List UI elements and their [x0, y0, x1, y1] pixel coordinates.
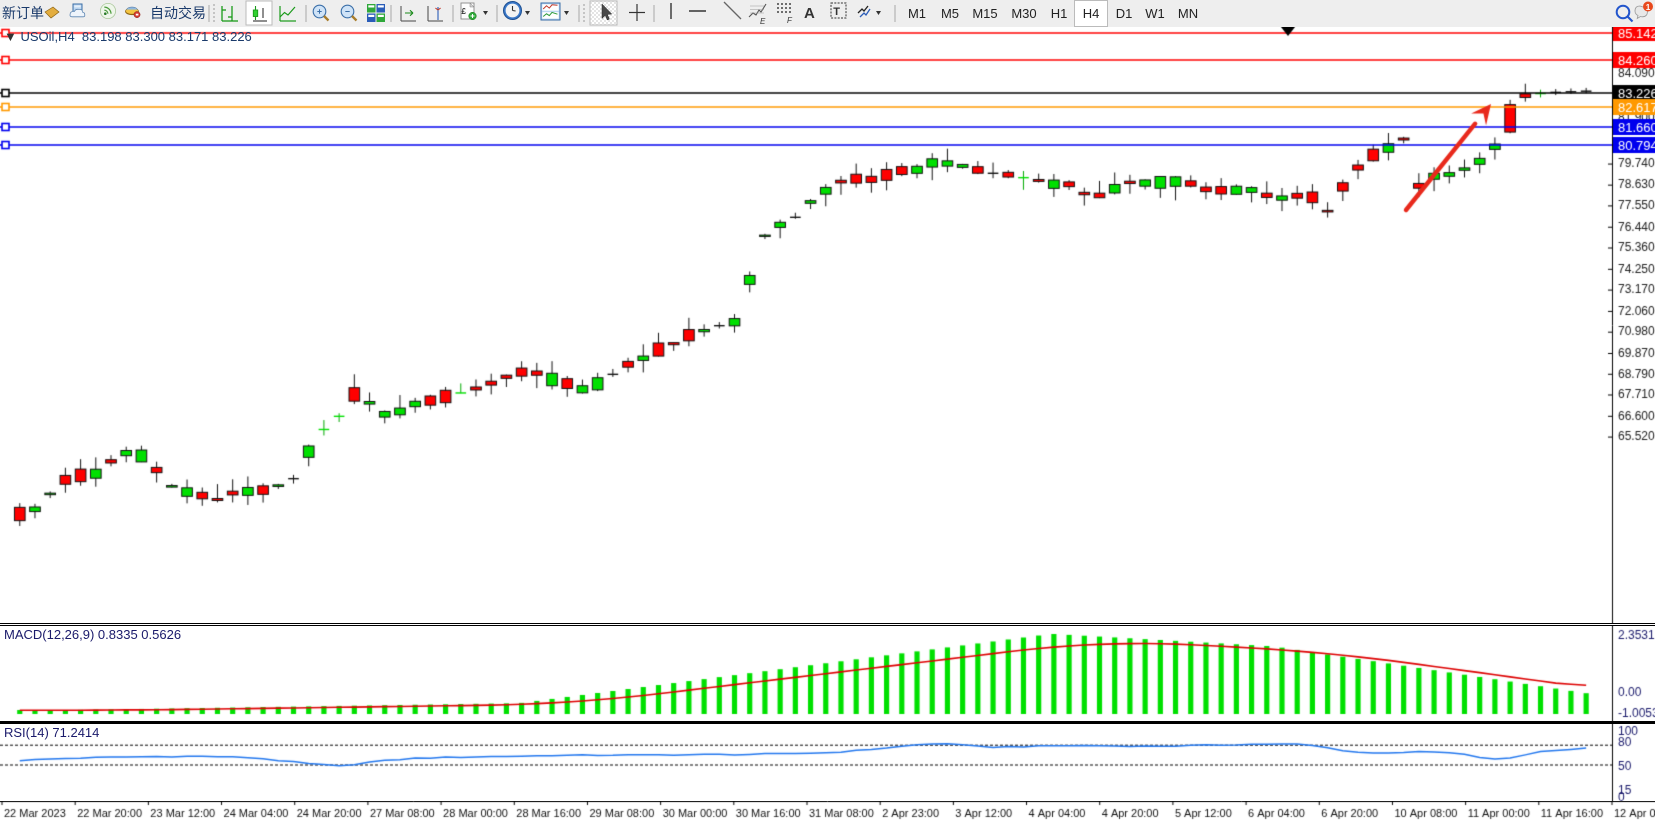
svg-text:A: A: [804, 5, 815, 22]
svg-text:T: T: [833, 6, 840, 18]
svg-text:自动交易: 自动交易: [150, 5, 206, 21]
svg-text:F: F: [787, 16, 793, 25]
svg-text:1: 1: [1646, 3, 1651, 12]
svg-text:E: E: [760, 17, 766, 26]
svg-text:新订单: 新订单: [2, 5, 44, 21]
svg-text:£: £: [462, 7, 467, 16]
